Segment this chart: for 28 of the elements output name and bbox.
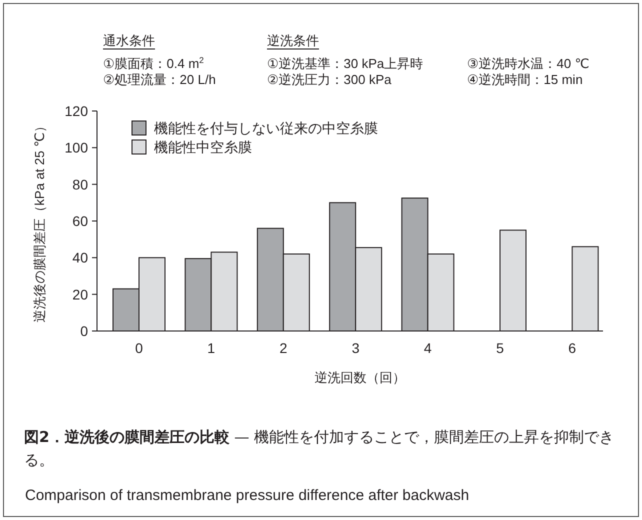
text: ②処理流量：20 L/h [103,72,216,87]
y-tick-label: 80 [72,176,88,192]
text: ④逆洗時間：15 min [467,72,583,87]
x-tick-label: 4 [424,340,432,356]
legend-label: 機能性を付与しない従来の中空糸膜 [154,120,378,136]
legend-label: 機能性中空糸膜 [154,139,252,155]
x-tick-label: 3 [352,340,360,356]
text: 逆洗条件 [267,33,319,48]
text: ②逆洗圧力：300 kPa [267,72,392,87]
y-tick-label: 120 [64,103,88,119]
x-tick-label: 2 [280,340,288,356]
text: ①逆洗基準：30 kPa上昇時 [267,56,424,71]
y-tick-label: 0 [80,323,88,339]
y-tick-label: 60 [72,213,88,229]
x-tick-label: 0 [135,340,144,356]
y-tick-label: 40 [72,250,88,266]
x-tick-label: 6 [568,340,576,356]
x-axis-title: 逆洗回数（回） [314,370,406,385]
text: 通水条件 [103,33,155,48]
y-tick-label: 100 [64,140,88,156]
y-axis-title: 逆洗後の膜間差圧（kPa at 25 ℃） [32,119,47,323]
y-tick-label: 20 [72,286,88,302]
text: Comparison of transmembrane pressure difference after backwash [25,487,470,504]
text: ①膜面積：0.4 m$^{2}$ [103,55,204,71]
x-tick-label: 1 [207,340,216,356]
text: ③逆洗時水温：40 ℃ [467,56,590,71]
chart-title: 図2．逆洗後の膜間差圧の比較 — 機能性を付加することで，膜間差圧の上昇を抑制できる。 [24,428,614,469]
x-tick-label: 5 [496,340,504,356]
